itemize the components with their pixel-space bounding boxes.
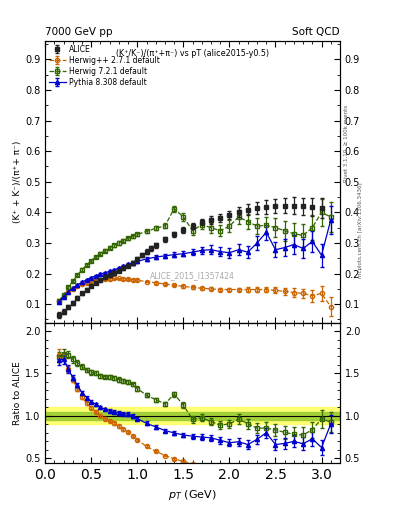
- Text: mcplots.cern.ch [arXiv:1306.3436]: mcplots.cern.ch [arXiv:1306.3436]: [358, 183, 363, 278]
- Text: 7000 GeV pp: 7000 GeV pp: [45, 27, 113, 37]
- Text: Soft QCD: Soft QCD: [292, 27, 340, 37]
- Legend: ALICE, Herwig++ 2.7.1 default, Herwig 7.2.1 default, Pythia 8.308 default: ALICE, Herwig++ 2.7.1 default, Herwig 7.…: [48, 43, 161, 88]
- Text: (K⁺/K⁻)/(π⁺+π⁻) vs pT (alice2015-y0.5): (K⁺/K⁻)/(π⁺+π⁻) vs pT (alice2015-y0.5): [116, 50, 269, 58]
- Text: ALICE_2015_I1357424: ALICE_2015_I1357424: [150, 271, 235, 281]
- Y-axis label: Ratio to ALICE: Ratio to ALICE: [13, 361, 22, 425]
- X-axis label: $p_T$ (GeV): $p_T$ (GeV): [168, 488, 217, 502]
- Bar: [45, 408, 340, 424]
- Text: Rivet 3.1.10, ≥ 100k events: Rivet 3.1.10, ≥ 100k events: [344, 105, 349, 182]
- Bar: [45, 412, 340, 420]
- Y-axis label: (K⁺ + K⁻)/(π⁺+ π⁻): (K⁺ + K⁻)/(π⁺+ π⁻): [13, 141, 22, 223]
